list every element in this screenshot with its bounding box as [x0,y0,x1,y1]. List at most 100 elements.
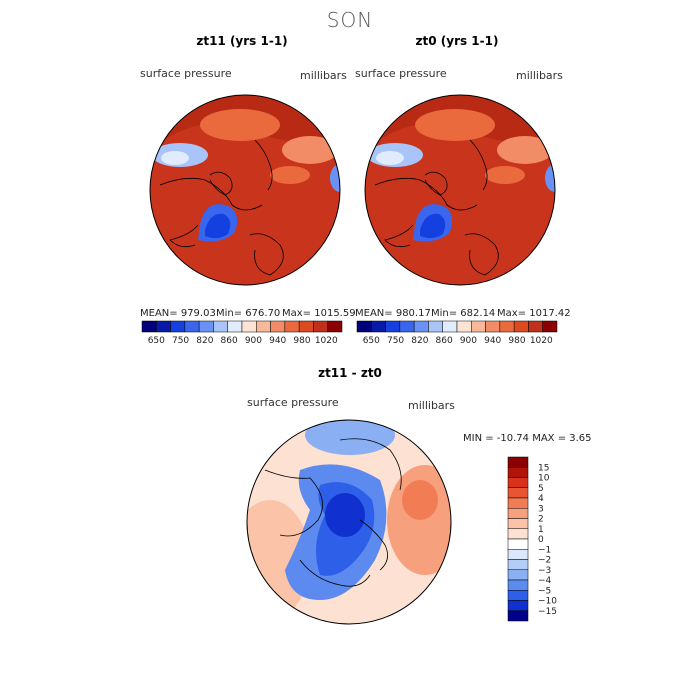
panel3-colorbar-cell [507,549,529,560]
panel2-coastline-c [464,233,499,276]
panel1-colorbar-cell [298,320,314,333]
panel3-colorbar-cell [507,456,529,468]
panel3-colorbar-cell [507,590,529,601]
panel3-colorbar-tick-label: −3 [538,566,551,576]
panel3-colorbar-cell [507,487,529,499]
panel1-colorbar-cell [156,320,171,333]
panel1-min: Min= 676.70 [216,308,281,319]
panel1-orange-patch-b [282,136,338,164]
panel2-colorbar-cell [399,320,415,333]
panel1-colorbar-cell [213,320,228,333]
panel3-blue-core-inner [325,493,365,537]
panel1-greenland-inner [205,213,231,239]
panel2-colorbar-cell [371,320,386,333]
panel2-colorbar-cell [442,320,458,333]
panel1-colorbar-cell [141,320,157,333]
panel3-min-max: MIN = -10.74 MAX = 3.65 [463,433,592,444]
panel3-colorbar-tick-label: 2 [538,515,544,525]
panel3-colorbar-cell [507,497,529,509]
panel2-variable-label: surface pressure [355,67,447,80]
panel2-colorbar-cell [428,320,443,333]
panel2-min: Min= 682.14 [431,308,496,319]
panel2-coastline-d [469,139,488,191]
panel1-colorbar: 650 750 820 860 900 940 980 1020 [141,320,343,346]
panel2-colorbar-tick-label: 820 [411,336,428,346]
panel3-coastline-a [264,469,323,537]
panel1-colorbar-tick-label: 900 [245,336,262,346]
season-title: SON [326,8,374,32]
panel3-colorbar-tick-label: 15 [538,463,549,473]
panel2-colorbar-tick-label: 750 [387,336,404,346]
panel1-map [150,95,340,285]
panel2-colorbar-cell [542,320,558,333]
panel3-colorbar-tick-label: 10 [538,474,550,484]
panel1-east-blue-patch [330,164,340,192]
panel2-units-label: millibars [516,69,563,82]
panel1-colorbar-cell [170,320,186,333]
panel2-colorbar-cell [471,320,486,333]
panel2-coastline-a [374,177,478,211]
panel2-pale-patch [376,151,404,165]
panel1-orange-patch-a [200,109,280,141]
panel1-colorbar-tick-label: 820 [196,336,213,346]
panel2-mean: MEAN= 980.17 [355,308,431,319]
panel1-max: Max= 1015.59 [282,308,356,319]
panel3-coastline-c [299,559,371,587]
panel2-colorbar-cell [413,320,429,333]
panel3-colorbar-tick-label: −5 [538,586,551,596]
panel3-colorbar-tick-label: −4 [538,576,552,586]
panel2-max: Max= 1017.42 [497,308,571,319]
panel3-colorbar-cell [507,600,529,611]
panel3-title: zt11 - zt0 [318,366,382,380]
panel3-colorbar-cell [507,518,529,529]
panel3-colorbar-cell [507,467,529,478]
panel1-colorbar-tick-label: 980 [293,336,310,346]
panel1-coastline-e [209,171,233,196]
panel3-colorbar-cell [507,477,529,488]
panel2-coastline-e [424,171,448,196]
panel2-colorbar: 650 750 820 860 900 940 980 1020 [356,320,558,346]
panel3-colorbar-tick-label: 1 [538,525,544,535]
panel1-coastline-c [249,233,284,276]
panel1-colorbar-tick-label: 860 [221,336,238,346]
panel2-colorbar-tick-label: 980 [508,336,525,346]
panel3-colorbar-tick-label: −15 [538,607,557,617]
panel1-colorbar-tick-label: 650 [148,336,165,346]
panel2-orange-patch-b [497,136,553,164]
panel3-colorbar-tick-label: −2 [538,556,551,566]
panel3-colorbar-tick-label: −10 [538,597,557,607]
panel1-colorbar-tick-label: 940 [269,336,286,346]
panel2-colorbar-cell [385,320,401,333]
panel3-units-label: millibars [408,399,455,412]
panel1-colorbar-cell [184,320,200,333]
panel3-colorbar-tick-label: 5 [538,484,544,494]
panel3-colorbar-cell [507,528,529,540]
panel3-colorbar-tick-label: 3 [538,504,544,514]
panel2-east-blue-patch [545,164,555,192]
panel3-variable-label: surface pressure [247,396,339,409]
panel2-map-border [364,94,556,286]
panel2-greenland-inner [420,213,446,239]
panel1-colorbar-cell [198,320,214,333]
panel1-colorbar-cell [227,320,243,333]
panel2-orange-patch-c [485,166,525,184]
panel2-colorbar-cell [528,320,543,333]
panel3-coastline-d [359,519,388,571]
panel3-colorbar-cell [507,538,529,550]
panel2-coastline-b [384,224,414,248]
panel3-map-border [246,419,452,625]
panel3-coastline-b [339,438,402,491]
panel2-colorbar-tick-label: 940 [484,336,501,346]
panel1-colorbar-tick-label: 1020 [315,336,338,346]
panel1-colorbar-cell [327,320,343,333]
panel2-colorbar-cell [499,320,515,333]
panel2-colorbar-tick-label: 860 [436,336,453,346]
panel1-coastline-d [254,139,273,191]
panel3-colorbar-cell [507,610,529,622]
panel3-colorbar-cell [507,569,529,581]
panel1-variable-label: surface pressure [140,67,232,80]
panel1-colorbar-cell [313,320,328,333]
panel3-colorbar-tick-label: 4 [538,494,544,504]
